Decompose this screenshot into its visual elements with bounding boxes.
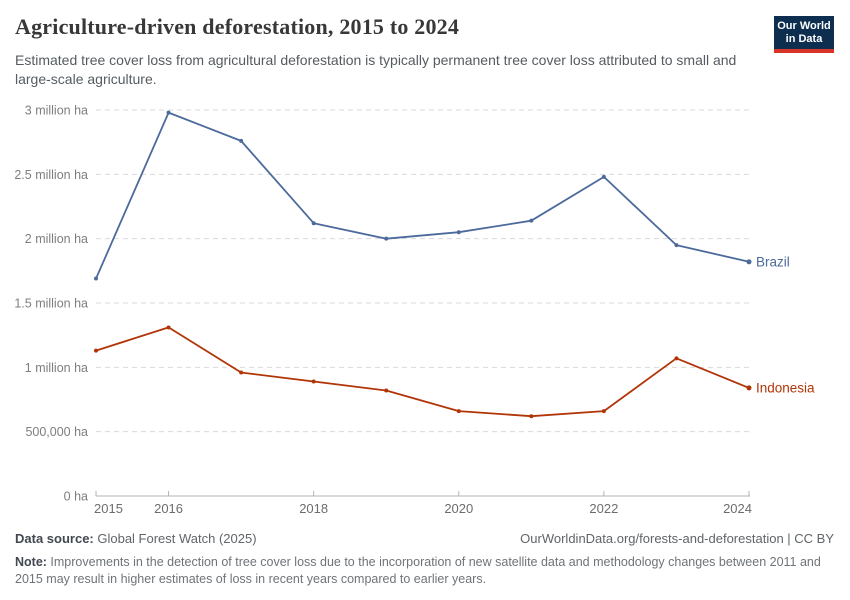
y-axis-label: 0 ha: [64, 490, 88, 504]
indonesia-series-label: Indonesia: [756, 380, 815, 395]
brazil-point: [94, 276, 98, 281]
page-title: Agriculture-driven deforestation, 2015 t…: [15, 14, 460, 39]
x-axis-label: 2020: [444, 501, 473, 516]
brazil-point: [239, 138, 244, 143]
brazil-point: [166, 110, 171, 115]
chart-note: Note: Improvements in the detection of t…: [15, 554, 834, 588]
brazil-line: [95, 111, 750, 280]
y-axis-label: 1 million ha: [25, 361, 88, 375]
data-source: Data source: Global Forest Watch (2025): [15, 531, 257, 546]
brazil-point: [384, 236, 389, 241]
indonesia-point: [601, 409, 606, 414]
y-axis-label: 2.5 million ha: [14, 168, 88, 182]
indonesia-point: [456, 409, 461, 414]
brazil-point: [746, 259, 752, 265]
data-source-label: Data source:: [15, 531, 94, 546]
y-axis-label: 1.5 million ha: [14, 297, 88, 311]
note-text: Improvements in the detection of tree co…: [15, 555, 821, 586]
brazil-point: [674, 243, 679, 248]
indonesia-point: [311, 379, 316, 384]
chart-footer: Data source: Global Forest Watch (2025) …: [15, 531, 834, 588]
brazil-point: [529, 218, 534, 223]
owid-logo: Our World in Data: [774, 16, 834, 53]
x-axis-label: 2018: [299, 501, 328, 516]
y-axis-label: 3 million ha: [25, 104, 88, 118]
x-axis-label: 2022: [589, 501, 618, 516]
x-axis-label: 2024: [723, 501, 752, 516]
chart-subtitle: Estimated tree cover loss from agricultu…: [15, 52, 737, 87]
line-chart: 3 million ha 2.5 million ha 2 million ha 1.…: [14, 104, 815, 517]
brazil-point: [456, 230, 461, 235]
indonesia-point: [384, 388, 389, 393]
indonesia-point: [166, 325, 171, 330]
brazil-series-label: Brazil: [756, 254, 790, 269]
data-source-value: Global Forest Watch (2025): [93, 531, 257, 546]
y-axis-label: 500,000 ha: [25, 425, 88, 439]
brazil-point: [601, 174, 606, 179]
logo-text-line1: Our World: [777, 20, 831, 32]
indonesia-point: [239, 370, 244, 375]
indonesia-point: [746, 385, 752, 391]
indonesia-point: [674, 356, 679, 361]
x-axis-label: 2016: [154, 501, 183, 516]
indonesia-line: [95, 326, 750, 418]
indonesia-point: [94, 348, 98, 353]
indonesia-point: [529, 414, 534, 419]
x-axis-label: 2015: [94, 501, 123, 516]
chart-header: Agriculture-driven deforestation, 2015 t…: [15, 14, 755, 89]
note-label: Note:: [15, 555, 47, 569]
attribution-license: OurWorldinData.org/forests-and-deforesta…: [520, 531, 834, 546]
logo-text-line2: in Data: [785, 32, 823, 45]
brazil-point: [311, 221, 316, 226]
y-axis-label: 2 million ha: [25, 232, 88, 246]
